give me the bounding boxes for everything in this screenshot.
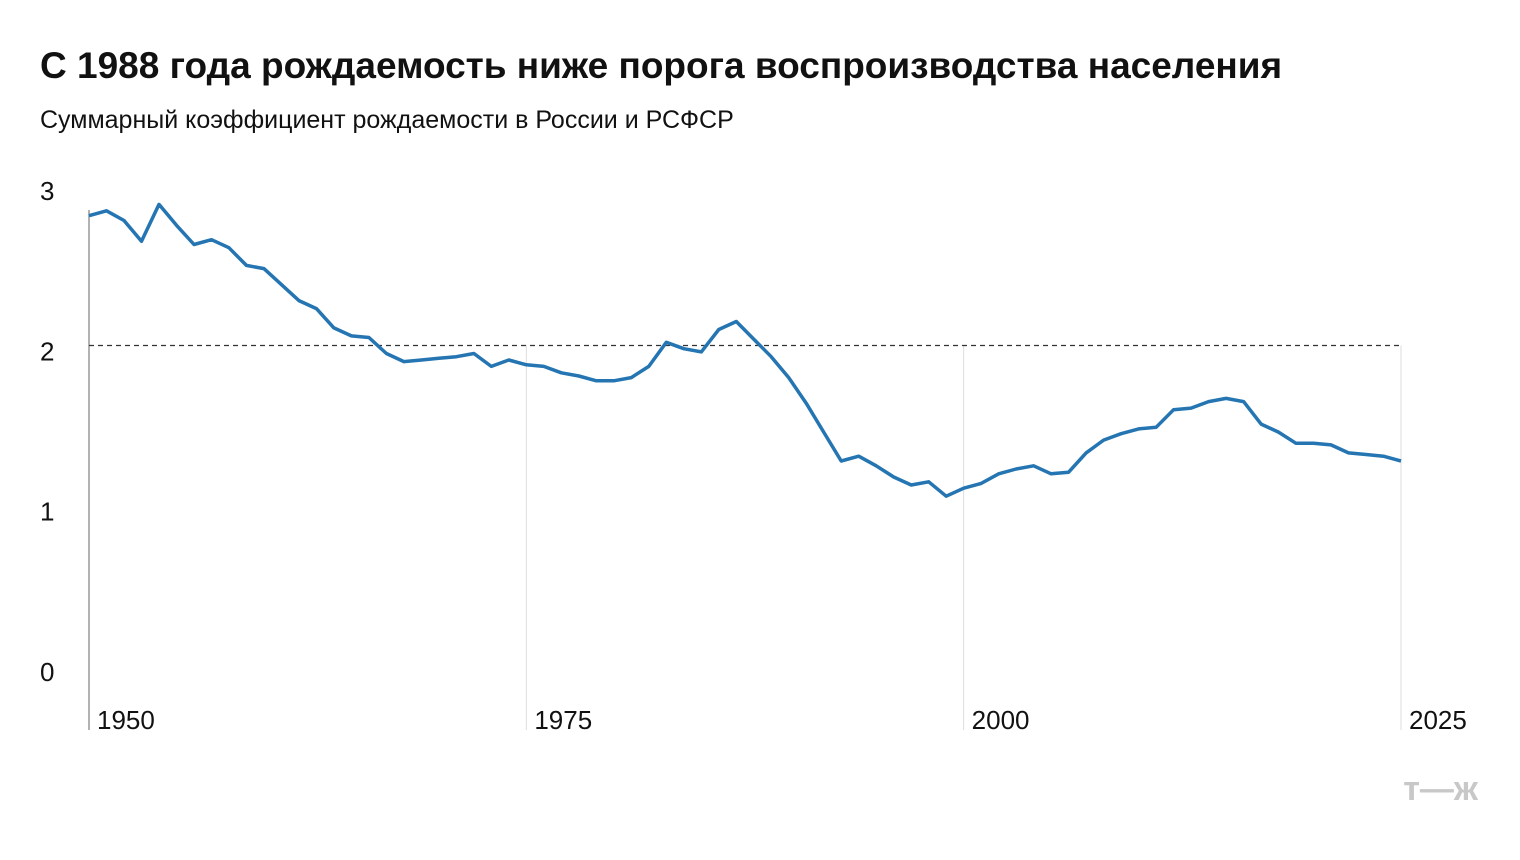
logo: т—ж bbox=[1403, 770, 1479, 808]
y-tick-label: 0 bbox=[40, 657, 54, 687]
chart-subtitle: Суммарный коэффициент рождаемости в Росс… bbox=[40, 106, 734, 134]
y-tick-label: 2 bbox=[40, 336, 54, 366]
chart-title: С 1988 года рождаемость ниже порога восп… bbox=[40, 45, 1282, 86]
x-tick-label: 2000 bbox=[972, 705, 1030, 735]
data-line bbox=[88, 202, 1402, 498]
y-tick-label: 1 bbox=[40, 497, 54, 527]
x-tick-label: 1975 bbox=[534, 705, 592, 735]
x-tick-label: 2025 bbox=[1409, 705, 1467, 735]
y-tick-label: 3 bbox=[40, 176, 54, 206]
x-tick-label: 1950 bbox=[97, 705, 155, 735]
